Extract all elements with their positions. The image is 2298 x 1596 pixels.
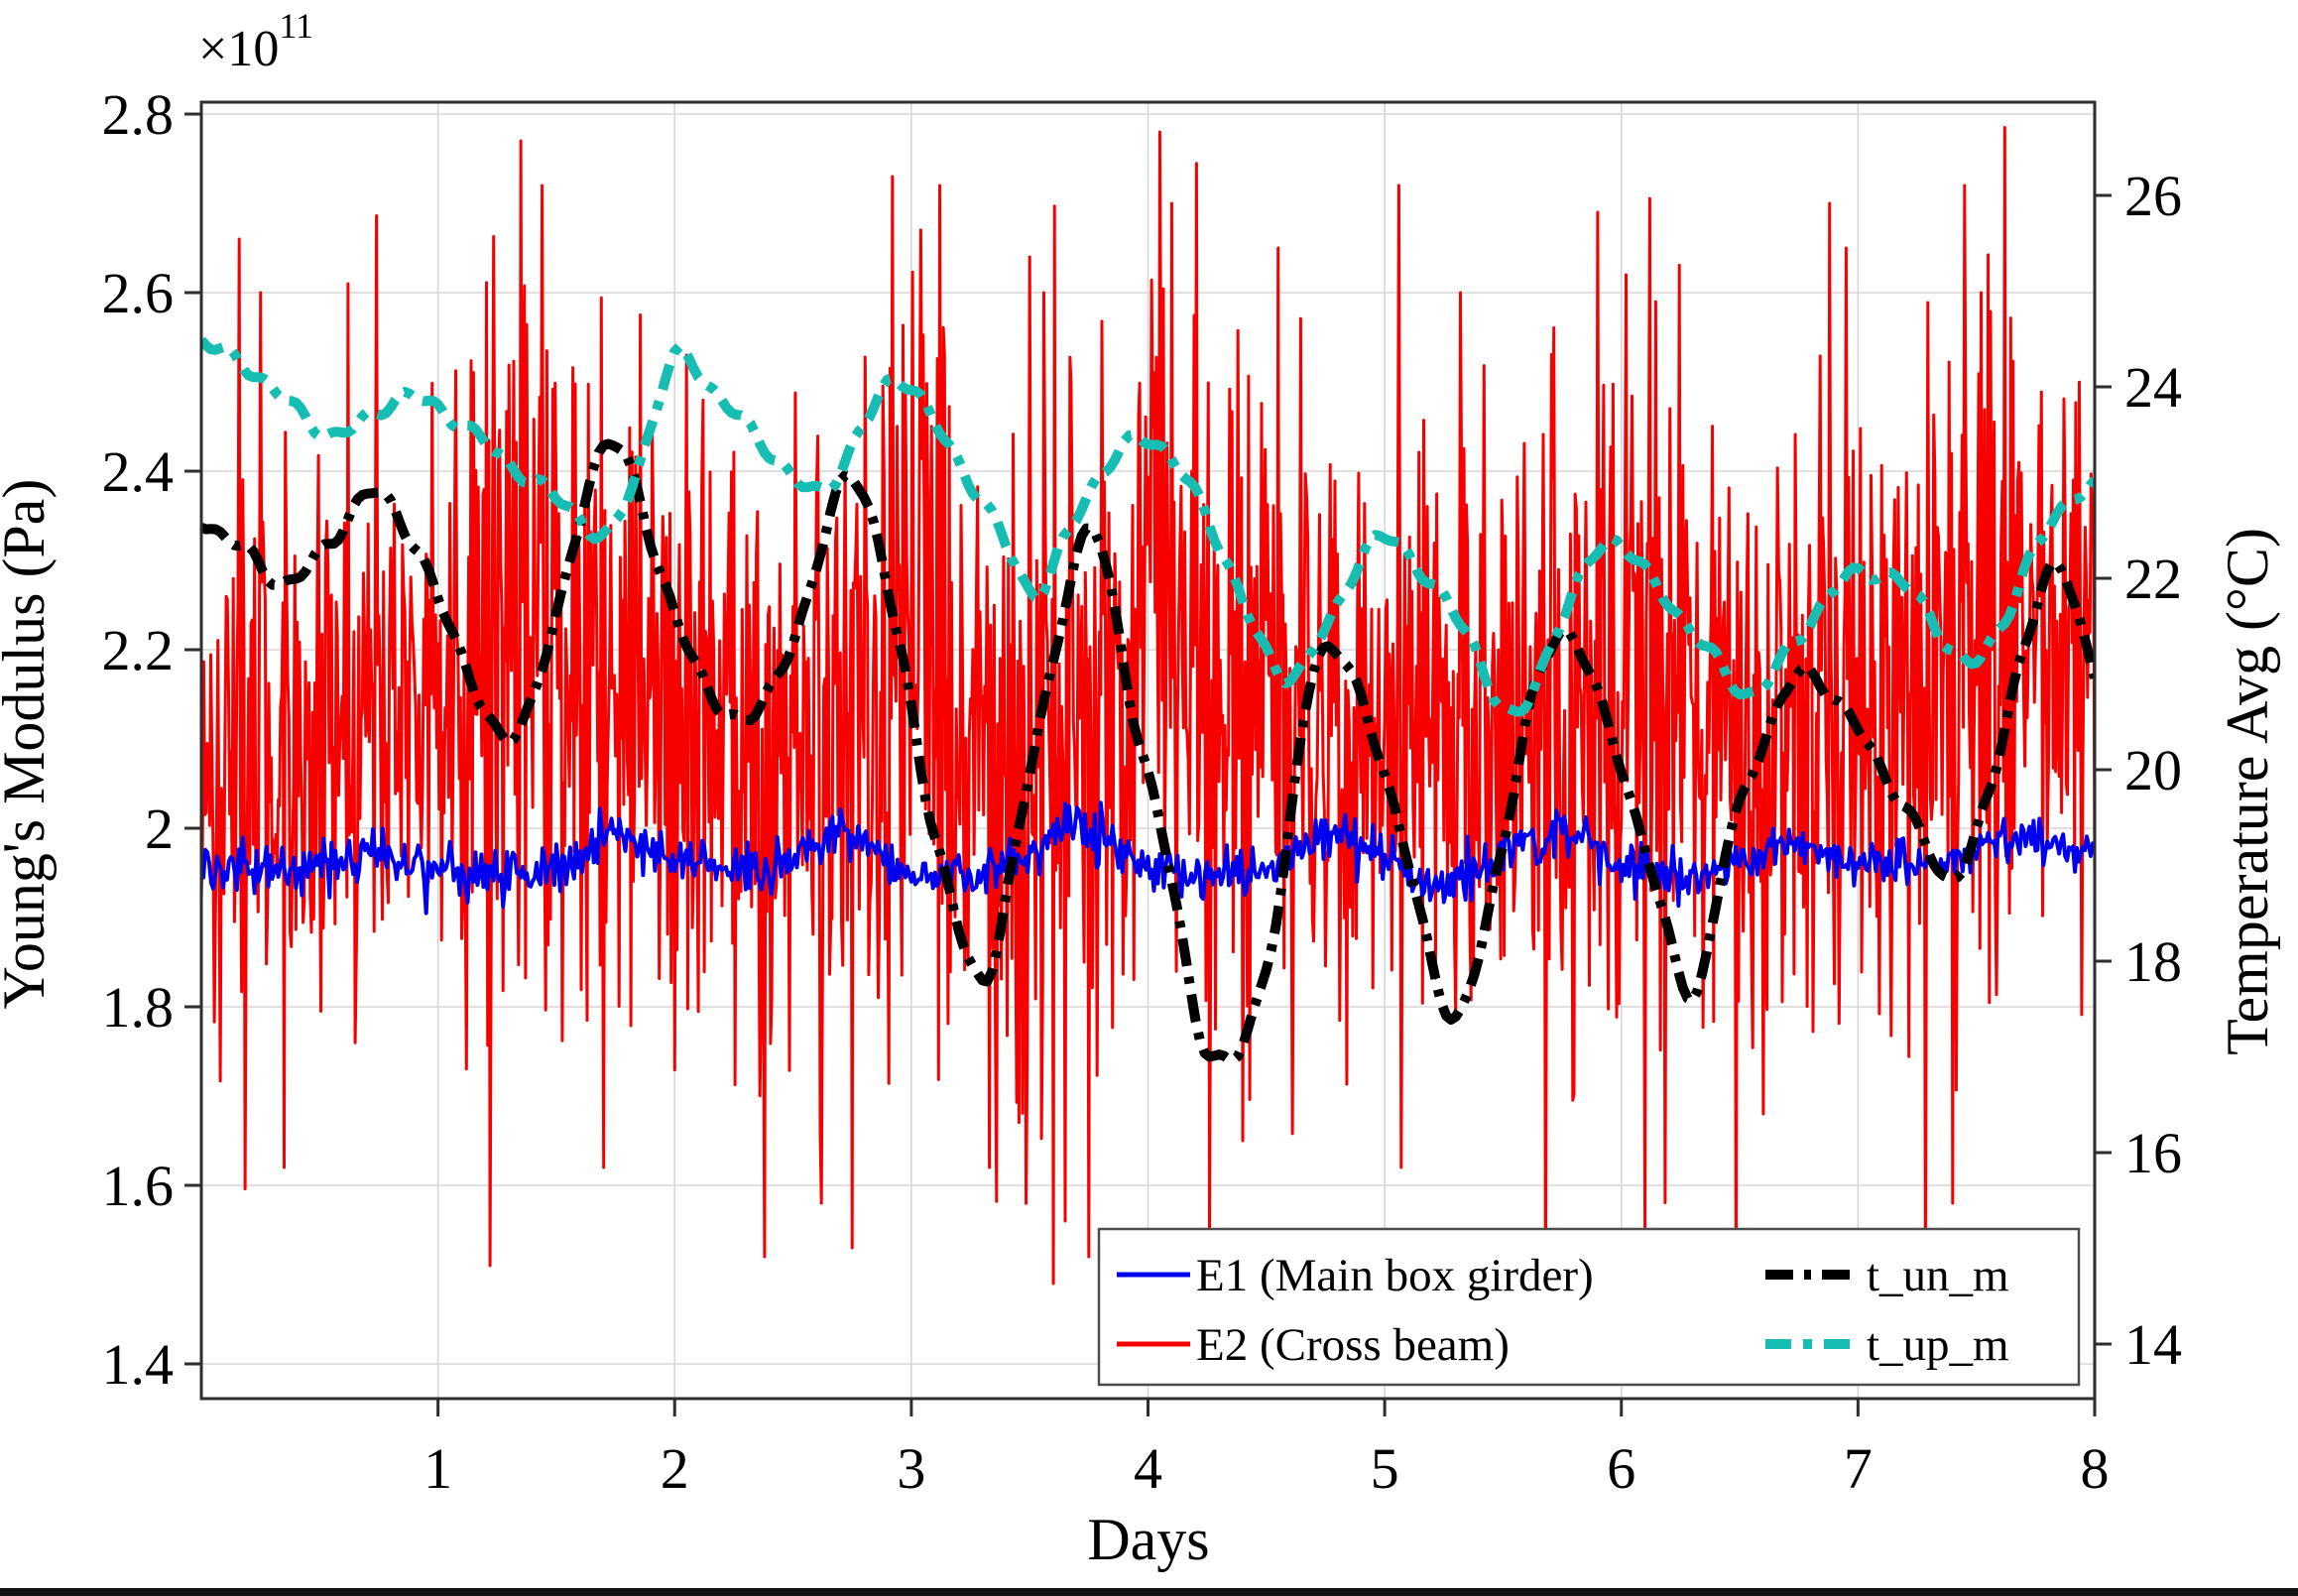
- y-right-tick-label: 16: [2124, 1121, 2182, 1185]
- y-left-tick-label: 1.8: [102, 975, 175, 1040]
- legend-label-e2: E2 (Cross beam): [1196, 1319, 1510, 1371]
- legend-label-t-up-m: t_up_m: [1867, 1319, 2009, 1371]
- y-right-tick-label: 20: [2124, 738, 2182, 802]
- y-right-tick-label: 14: [2124, 1312, 2182, 1377]
- y-right-tick-label: 26: [2124, 164, 2182, 228]
- y-left-tick-label: 2.8: [102, 82, 175, 147]
- x-tick-label: 4: [1134, 1436, 1162, 1501]
- legend-box: [1097, 1227, 2081, 1387]
- y-left-tick-label: 2.4: [102, 439, 175, 504]
- series-e2: [201, 126, 2095, 1312]
- y-right-tick-label: 22: [2124, 547, 2182, 611]
- offset-exponent: 11: [279, 6, 313, 46]
- x-tick-label: 7: [1844, 1436, 1873, 1501]
- series-e1: [201, 800, 2095, 916]
- y-right-tick-label: 18: [2124, 929, 2182, 994]
- x-tick-label: 5: [1371, 1436, 1399, 1501]
- window-bottom-bar: [0, 1588, 2298, 1596]
- legend-label-t-un-m: t_un_m: [1867, 1250, 2009, 1301]
- axis-tick-labels: 1 2 3 4 5 6 7 8 2.8 2.6 2.4 2.2 2 1.8 1.6 1.4 26 24 22 20 18…: [102, 82, 2183, 1501]
- x-tick-label: 6: [1607, 1436, 1635, 1501]
- x-tick-label: 2: [661, 1436, 689, 1501]
- y-left-tick-label: 2.6: [102, 261, 175, 325]
- y-left-tick-label: 1.4: [102, 1332, 175, 1397]
- y-right-tick-label: 24: [2124, 355, 2182, 420]
- y-left-axis-label: Young's Modulus (Pa): [0, 479, 57, 1010]
- y-right-axis-label: Temperature Avg (°C): [2215, 528, 2280, 1055]
- y-left-tick-label: 1.6: [102, 1154, 175, 1218]
- x-tick-label: 3: [897, 1436, 925, 1501]
- y-left-tick-label: 2: [145, 797, 174, 861]
- y-axis-offset-label: ×1011: [198, 6, 313, 77]
- series-t-up-m: [201, 336, 2095, 717]
- x-tick-label: 8: [2081, 1436, 2110, 1501]
- legend-label-e1: E1 (Main box girder): [1196, 1250, 1594, 1301]
- series-t-un-m: [201, 438, 2095, 1065]
- x-tick-label: 1: [423, 1436, 452, 1501]
- x-axis-label: Days: [1087, 1507, 1209, 1572]
- y-left-tick-label: 2.2: [102, 618, 175, 682]
- axis-ticks: [184, 112, 2112, 1416]
- legend: E1 (Main box girder) E2 (Cross beam) t_u…: [1097, 1227, 2081, 1387]
